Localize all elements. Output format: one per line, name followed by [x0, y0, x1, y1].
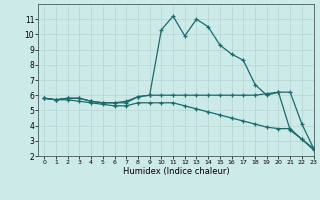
X-axis label: Humidex (Indice chaleur): Humidex (Indice chaleur) — [123, 167, 229, 176]
